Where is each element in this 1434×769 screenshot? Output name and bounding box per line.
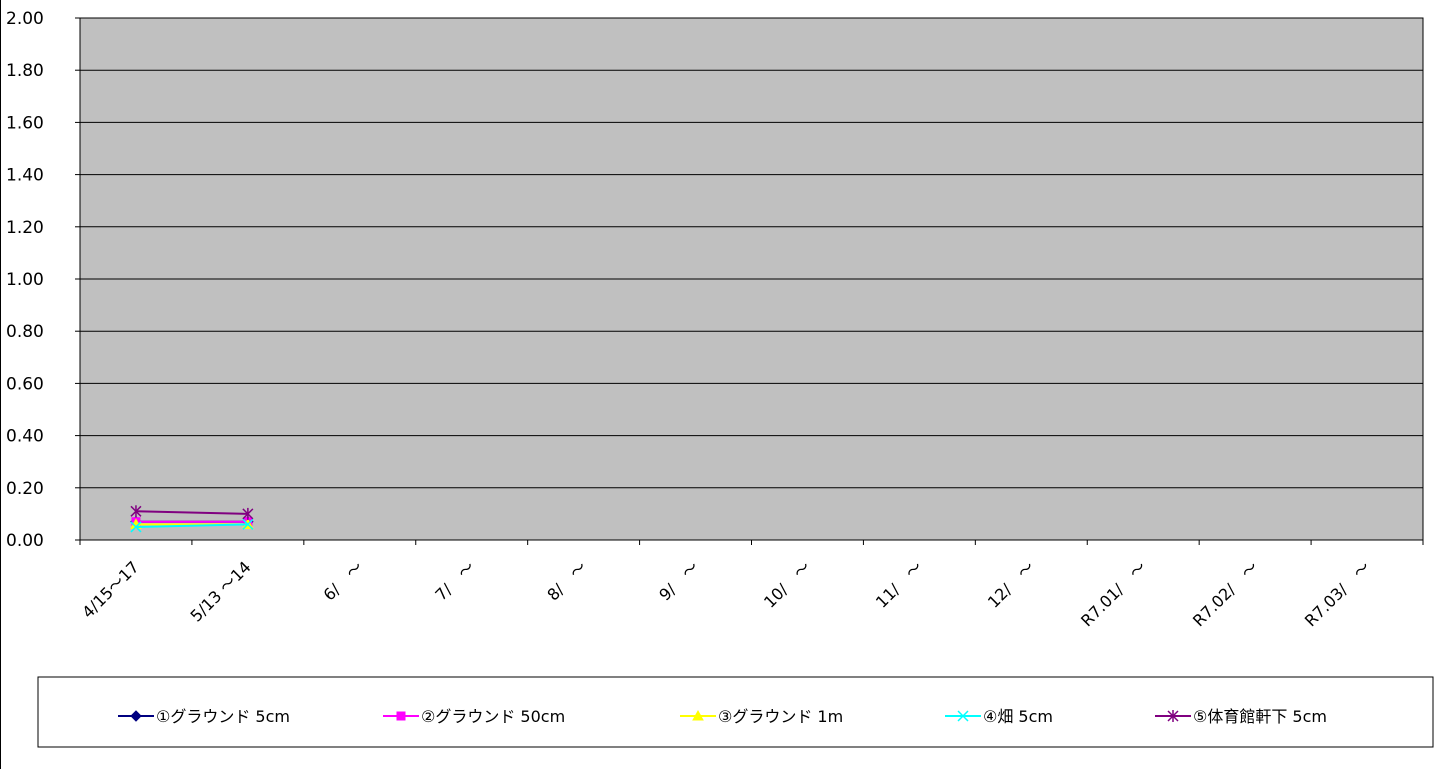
legend: ①グラウンド 5cm ②グラウンド 50cm ③グラウンド 1m ④畑 5cm ⑤体育館… <box>118 707 1327 726</box>
legend-label: ④畑 5cm <box>983 707 1053 726</box>
legend-item: ②グラウンド 50cm <box>383 707 565 726</box>
legend-marker <box>692 709 704 721</box>
y-tick-label: 1.80 <box>6 61 44 81</box>
data-point <box>242 518 254 530</box>
x-tick-label: 11/ ～ <box>872 557 926 611</box>
legend-label: ②グラウンド 50cm <box>421 707 565 726</box>
y-axis-ticks: 0.00 0.20 0.40 0.60 0.80 1.00 1.20 1.40 1.60 1.80… <box>6 9 80 551</box>
legend-label: ①グラウンド 5cm <box>156 707 290 726</box>
legend-label: ⑤体育館軒下 5cm <box>1193 707 1327 726</box>
x-tick-label: R7.01/ ～ <box>1077 557 1150 630</box>
y-tick-label: 0.60 <box>6 374 44 394</box>
legend-item: ③グラウンド 1m <box>680 707 843 726</box>
y-tick-label: 1.60 <box>6 113 44 133</box>
x-tick-label: 7/ ～ <box>431 557 478 604</box>
y-tick-label: 1.40 <box>6 166 44 186</box>
data-point <box>130 521 142 533</box>
x-tick-label: 6/ ～ <box>320 557 367 604</box>
x-tick-label: R7.02/ ～ <box>1189 557 1262 630</box>
y-tick-label: 0.20 <box>6 479 44 499</box>
x-tick-label: R7.03/ ～ <box>1301 557 1374 630</box>
legend-item: ⑤体育館軒下 5cm <box>1155 707 1327 726</box>
x-tick-label: 9/ ～ <box>655 557 702 604</box>
series-4 <box>130 518 254 533</box>
series-line <box>135 510 248 515</box>
legend-marker <box>130 710 142 722</box>
data-point <box>242 507 254 520</box>
series-5 <box>130 505 254 520</box>
legend-marker <box>396 711 406 721</box>
legend-box <box>37 676 1434 748</box>
series-line <box>135 523 248 528</box>
x-tick-label: 8/ ～ <box>543 557 590 604</box>
legend-item: ④畑 5cm <box>945 707 1053 726</box>
series-layer <box>130 505 254 533</box>
x-tick-label: 12/ ～ <box>984 557 1038 611</box>
gridlines <box>80 17 1423 489</box>
x-tick-label: 5/13 ～14 <box>187 557 255 625</box>
y-tick-label: 0.00 <box>6 531 44 551</box>
y-tick-label: 0.80 <box>6 322 44 342</box>
y-tick-label: 1.00 <box>6 270 44 290</box>
x-tick-label: 10/ ～ <box>760 557 814 611</box>
y-tick-label: 2.00 <box>6 9 44 29</box>
legend-marker <box>957 710 969 722</box>
legend-label: ③グラウンド 1m <box>718 707 843 726</box>
x-tick-label: 4/15～17 <box>78 557 143 622</box>
data-point <box>130 505 142 518</box>
legend-item: ①グラウンド 5cm <box>118 707 290 726</box>
y-tick-label: 1.20 <box>6 218 44 238</box>
legend-marker <box>1167 710 1179 722</box>
y-tick-label: 0.40 <box>6 427 44 447</box>
x-axis-ticks: 4/15～17 5/13 ～14 6/ ～ 7/ ～ 8/ ～ 9/ ～ 10/ ～ 11/ … <box>78 540 1424 630</box>
